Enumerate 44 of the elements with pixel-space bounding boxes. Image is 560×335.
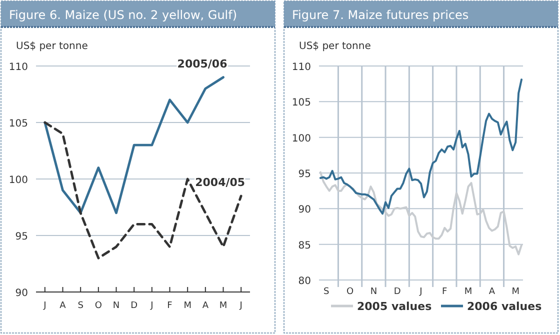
x-tick-label: D: [130, 301, 138, 311]
x-tick-label: F: [167, 301, 172, 311]
x-tick-label: D: [394, 287, 401, 297]
y-tick-label: 95: [15, 232, 28, 242]
x-tick-label: A: [488, 287, 496, 297]
legend-label: 2006 values: [467, 300, 542, 313]
x-tick-label: M: [219, 301, 228, 311]
x-tick-label: S: [324, 287, 330, 297]
line-series: [44, 121, 242, 260]
y-axis-title: US$ per tonne: [299, 41, 371, 52]
x-tick-label: A: [60, 301, 67, 311]
y-tick-label: 105: [292, 98, 311, 109]
x-tick-label: J: [418, 287, 422, 297]
series-label: 2005/06: [177, 57, 228, 70]
x-tick-label: N: [370, 287, 378, 297]
y-tick-label: 105: [8, 118, 28, 130]
x-tick-label: J: [42, 301, 46, 311]
series-label: 2004/05: [195, 176, 246, 189]
line-series: [319, 78, 523, 215]
x-tick-label: F: [442, 287, 448, 297]
y-axis-title: US$ per tonne: [16, 41, 88, 52]
chart-title: Figure 6. Maize (US no. 2 yellow, Gulf): [9, 8, 238, 22]
x-tick-label: J: [238, 301, 242, 311]
y-tick-label: 110: [8, 62, 28, 73]
y-tick-label: 95: [298, 169, 311, 180]
x-tick-label: N: [112, 301, 120, 311]
y-tick-label: 100: [8, 175, 28, 186]
x-tick-label: M: [512, 287, 520, 297]
y-tick-label: 90: [298, 204, 311, 216]
x-tick-label: O: [346, 287, 354, 297]
line-series: [319, 171, 523, 256]
x-tick-label: M: [184, 301, 192, 311]
y-tick-label: 110: [292, 62, 311, 73]
x-tick-label: O: [94, 301, 102, 311]
y-tick-label: 90: [15, 288, 28, 299]
chart-title: Figure 7. Maize futures prices: [292, 8, 469, 22]
y-tick-label: 85: [298, 240, 311, 252]
x-tick-label: S: [78, 301, 84, 311]
x-tick-label: A: [202, 301, 210, 311]
y-tick-label: 100: [292, 133, 311, 144]
y-tick-label: 80: [298, 276, 311, 287]
x-tick-label: J: [150, 301, 154, 311]
legend-label: 2005 values: [357, 300, 432, 313]
x-tick-label: M: [464, 287, 472, 297]
